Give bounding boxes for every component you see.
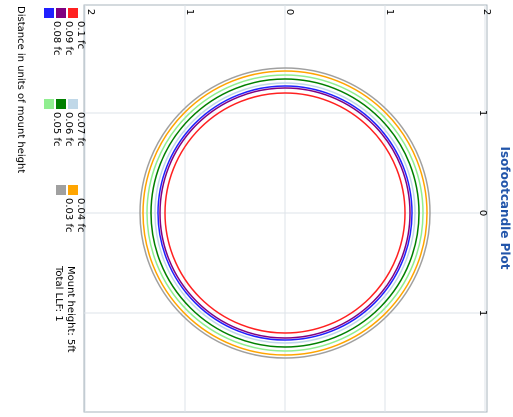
plot-area [83,4,488,413]
contour-circle-2 [157,85,413,341]
htick-label-4: 2 [85,9,96,15]
chart-title: Isofootcandle Plot [498,147,512,270]
legend: 0.1 fc0.09 fc0.08 fc 0.07 fc0.06 fc0.05 f… [44,8,86,232]
legend-label-4: 0.06 fc [63,112,74,146]
legend-swatch-3 [68,99,78,109]
legend-swatch-2 [44,8,54,18]
htick-label-0: 2 [481,9,492,15]
horizontal-tick-labels: 2 1 0 1 2 [85,9,492,15]
mount-height-label: Mount height: 5ft [65,266,76,353]
legend-label-6: 0.04 fc [75,198,86,232]
contour-circle-3 [154,82,416,344]
htick-label-3: 1 [184,9,195,15]
contour-circle-1 [159,87,411,339]
contour-circle-6 [142,70,428,356]
legend-swatch-4 [56,99,66,109]
contour-circle-4 [150,78,420,348]
legend-label-5: 0.05 fc [51,112,62,146]
legend-label-0: 0.1 fc [75,21,86,49]
vtick-label-2: 1 [477,310,488,316]
legend-swatch-6 [68,185,78,195]
contour-circle-5 [146,74,424,352]
contour-circle-0 [164,92,406,334]
vtick-label-0: 1 [477,110,488,116]
axis-label: Distance in units of mount height [15,6,26,173]
vtick-label-1: 0 [477,210,488,216]
legend-swatch-1 [56,8,66,18]
contour-circle-7 [139,67,431,359]
legend-swatch-7 [56,185,66,195]
gridlines [84,5,487,412]
legend-swatch-5 [44,99,54,109]
contour-circles [139,67,431,359]
vertical-tick-labels: 1 0 1 [477,110,488,316]
legend-label-3: 0.07 fc [75,112,86,146]
legend-swatch-0 [68,8,78,18]
legend-label-2: 0.08 fc [51,21,62,55]
htick-label-2: 0 [284,9,295,15]
htick-label-1: 1 [384,9,395,15]
total-llf-label: Total LLF: 1 [53,265,64,322]
legend-label-1: 0.09 fc [63,21,74,55]
legend-label-7: 0.03 fc [63,198,74,232]
